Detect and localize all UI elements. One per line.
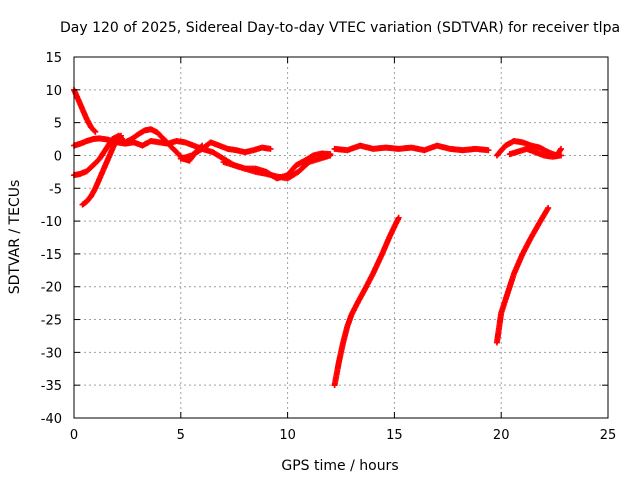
data-point bbox=[267, 145, 274, 152]
axis-ticks: 0 5 10 15 20 25 -40 -35 -30 -25 -20 -15 -10 -5 0 5 10 15 bbox=[41, 51, 617, 443]
y-tick-label: -15 bbox=[41, 248, 62, 263]
x-tick-label: 20 bbox=[493, 428, 510, 443]
y-tick-label: -30 bbox=[41, 346, 62, 361]
data-point bbox=[92, 128, 99, 135]
data-point bbox=[117, 132, 124, 139]
y-tick-label: 15 bbox=[45, 51, 62, 66]
data-point-fill bbox=[116, 133, 123, 140]
y-tick-label: -20 bbox=[41, 281, 62, 296]
y-tick-label: 10 bbox=[45, 84, 62, 99]
y-tick-label: -10 bbox=[41, 215, 62, 230]
y-axis-label: SDTVAR / TECUs bbox=[7, 180, 23, 295]
data-point bbox=[545, 204, 552, 211]
data-point bbox=[485, 147, 492, 154]
grid bbox=[74, 57, 608, 418]
y-tick-label: -25 bbox=[41, 314, 62, 329]
x-axis-label: GPS time / hours bbox=[281, 458, 398, 474]
y-tick-label: 0 bbox=[54, 149, 62, 164]
data-points bbox=[71, 86, 565, 389]
y-tick-label: -40 bbox=[41, 412, 62, 427]
y-tick-label: 5 bbox=[54, 117, 62, 132]
data-point bbox=[558, 145, 565, 152]
y-tick-label: -35 bbox=[41, 379, 62, 394]
data-point bbox=[558, 152, 565, 159]
x-tick-label: 0 bbox=[70, 428, 78, 443]
x-tick-label: 15 bbox=[386, 428, 403, 443]
x-tick-label: 25 bbox=[600, 428, 617, 443]
x-tick-label: 5 bbox=[177, 428, 185, 443]
data-point bbox=[395, 214, 402, 221]
data-point bbox=[327, 152, 334, 159]
data-point-fill bbox=[91, 127, 98, 134]
x-tick-label: 10 bbox=[279, 428, 296, 443]
y-tick-label: -5 bbox=[49, 182, 62, 197]
plot-frame bbox=[73, 56, 609, 419]
chart-title: Day 120 of 2025, Sidereal Day-to-day VTE… bbox=[60, 20, 620, 36]
